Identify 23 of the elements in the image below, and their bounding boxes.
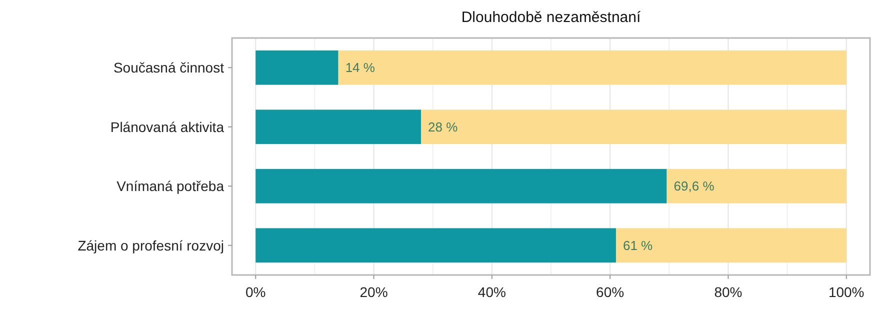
y-tick-label: Vnímaná potřeba [116, 178, 224, 194]
bar [421, 110, 846, 144]
bar [256, 50, 338, 85]
x-tick-label: 100% [828, 284, 864, 300]
bar [666, 168, 846, 204]
data-label: 61 % [622, 238, 654, 253]
bar [338, 50, 846, 85]
bar [616, 228, 846, 263]
x-tick-label: 40% [478, 284, 506, 300]
bar [256, 110, 422, 144]
x-tick-label: 60% [596, 284, 624, 300]
data-label: 28 % [428, 119, 458, 134]
data-label: 69,6 % [674, 178, 715, 194]
x-tick-label: 0% [246, 284, 266, 300]
y-tick-label: Zájem o profesní rozvoj [78, 237, 224, 254]
bar [256, 168, 667, 204]
data-label: 14 % [345, 60, 376, 76]
chart-title: Dlouhodobě nezaměstnaní [461, 9, 642, 26]
y-tick-label: Současná činnost [113, 60, 224, 76]
bar [256, 228, 616, 263]
x-tick-label: 20% [360, 284, 388, 300]
y-tick-label: Plánovaná aktivita [110, 118, 224, 135]
x-tick-label: 80% [714, 284, 742, 300]
